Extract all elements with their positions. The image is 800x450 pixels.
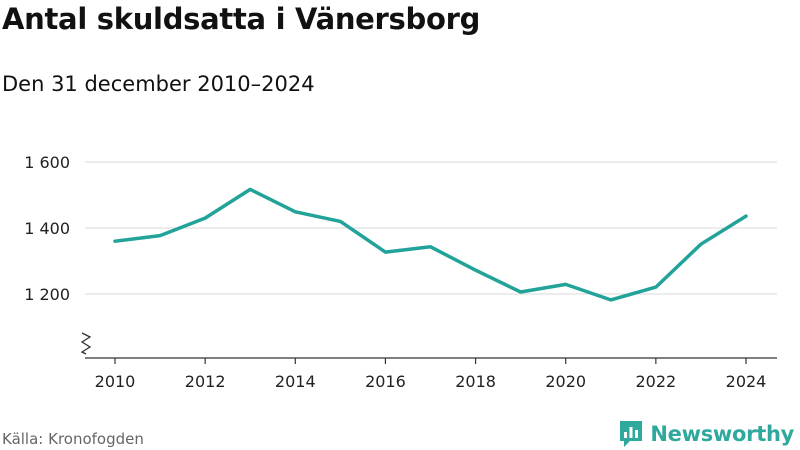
x-tick-label: 2018	[455, 372, 496, 391]
y-axis-ticks: 1 200 1 400 1 600	[24, 153, 70, 304]
brand-logo: Newsworthy	[618, 418, 794, 450]
series-line	[115, 189, 746, 300]
axis-break-icon	[82, 333, 90, 354]
x-tick-label: 2024	[726, 372, 767, 391]
x-tick-label: 2012	[185, 372, 226, 391]
x-tick-label: 2022	[635, 372, 676, 391]
x-tick-label: 2010	[95, 372, 136, 391]
y-tick-label: 1 600	[24, 153, 70, 172]
line-chart: 1 200 1 400 1 600 2010 2012 2014 2016 2018 2020…	[0, 0, 800, 450]
y-tick-label: 1 200	[24, 285, 70, 304]
gridlines	[85, 162, 777, 294]
x-tick-label: 2020	[545, 372, 586, 391]
source-note: Källa: Kronofogden	[2, 430, 144, 448]
newsworthy-logo-icon	[618, 419, 644, 449]
x-axis: 2010 2012 2014 2016 2018 2020 2022 2024	[82, 333, 777, 391]
x-tick-label: 2016	[365, 372, 406, 391]
y-tick-label: 1 400	[24, 219, 70, 238]
series-group	[113, 188, 747, 302]
brand-name: Newsworthy	[650, 422, 794, 446]
x-tick-label: 2014	[275, 372, 316, 391]
